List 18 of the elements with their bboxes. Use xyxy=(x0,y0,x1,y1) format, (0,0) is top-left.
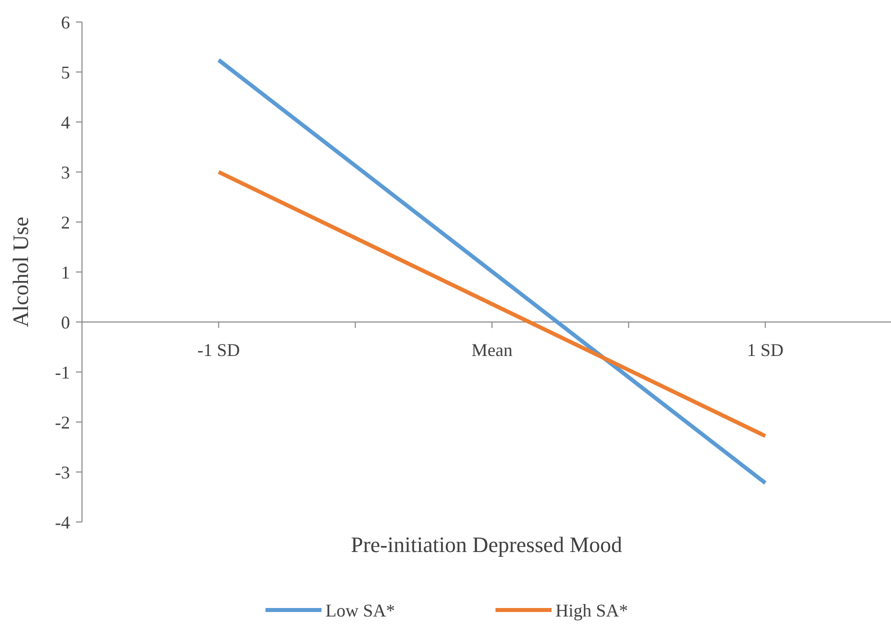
legend-label: Low SA* xyxy=(326,600,396,620)
y-tick-label: -1 xyxy=(55,362,70,382)
x-tick-label: -1 SD xyxy=(197,340,240,360)
y-tick-label: 4 xyxy=(61,112,70,132)
x-tick-label: Mean xyxy=(471,340,512,360)
x-tick-label: 1 SD xyxy=(747,340,784,360)
y-tick-label: 6 xyxy=(61,12,70,32)
y-tick-label: 5 xyxy=(61,62,70,82)
y-axis-title: Alcohol Use xyxy=(8,216,33,328)
y-tick-label: -3 xyxy=(55,462,70,482)
y-tick-label: 3 xyxy=(61,162,70,182)
legend-label: High SA* xyxy=(556,600,628,620)
y-tick-label: 1 xyxy=(61,262,70,282)
y-tick-label: -2 xyxy=(55,412,70,432)
y-tick-label: -4 xyxy=(55,512,70,532)
x-axis-title: Pre-initiation Depressed Mood xyxy=(350,532,622,557)
y-tick-label: 2 xyxy=(61,212,70,232)
y-tick-label: 0 xyxy=(61,312,70,332)
